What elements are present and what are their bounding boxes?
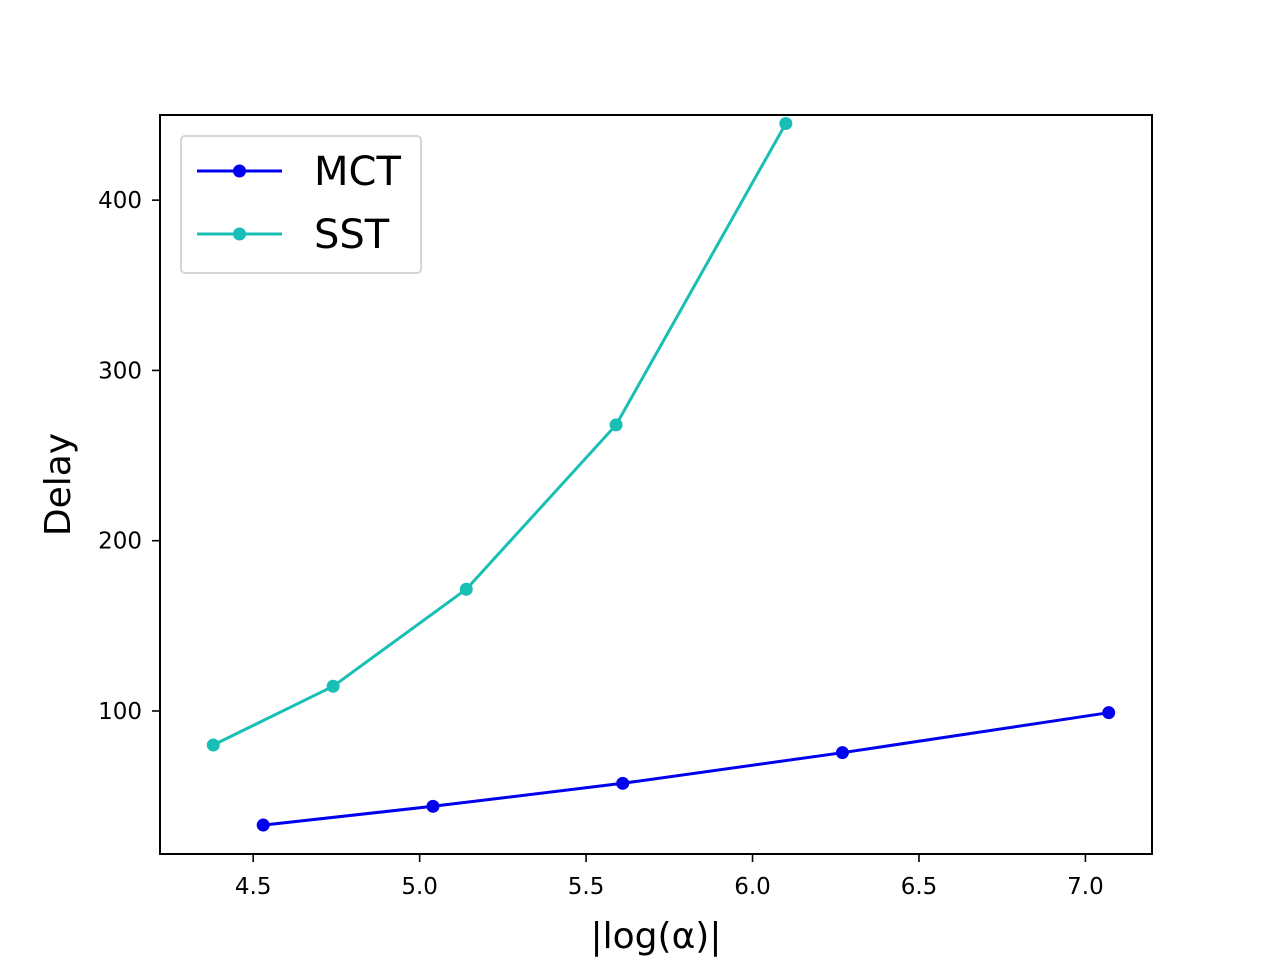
data-point-sst	[459, 582, 473, 596]
y-tick-label: 200	[98, 529, 142, 555]
x-tick-label: 4.5	[235, 874, 272, 900]
data-point-mct	[835, 746, 849, 760]
legend-marker-swatch	[233, 227, 246, 241]
x-tick-label: 6.5	[901, 874, 938, 900]
data-point-sst	[206, 738, 220, 752]
x-tick-label: 5.0	[401, 874, 438, 900]
data-point-sst	[326, 679, 340, 693]
legend-label: SST	[314, 212, 390, 258]
series-layer	[206, 117, 1116, 832]
legend-label: MCT	[314, 149, 401, 195]
legend-marker-swatch	[233, 164, 246, 178]
y-tick-label: 300	[98, 358, 142, 384]
data-point-mct	[1102, 706, 1116, 720]
x-axis-label: |log(α)|	[591, 916, 722, 957]
series-mct	[256, 706, 1116, 832]
x-tick-label: 5.5	[568, 874, 605, 900]
legend-entry-sst: SST	[197, 212, 390, 258]
x-tick-label: 7.0	[1067, 874, 1104, 900]
y-tick-label: 100	[98, 699, 142, 725]
x-axis-ticks: 4.5 5.0 5.5 6.0 6.5 7.0	[235, 854, 1104, 900]
y-axis-label: Delay	[38, 433, 79, 536]
data-point-sst	[779, 117, 793, 131]
legend-entry-mct: MCT	[197, 149, 401, 195]
y-tick-label: 400	[98, 188, 142, 214]
data-point-mct	[256, 818, 270, 832]
series-sst	[206, 117, 793, 752]
data-point-mct	[616, 776, 630, 790]
legend-entries: MCT SST	[197, 149, 401, 258]
data-point-sst	[609, 418, 623, 432]
plot-area-frame	[159, 114, 1153, 855]
x-tick-label: 6.0	[734, 874, 771, 900]
y-axis-ticks: 100 200 300 400	[98, 188, 160, 725]
legend: MCT SST	[180, 135, 422, 274]
data-point-mct	[426, 799, 440, 813]
